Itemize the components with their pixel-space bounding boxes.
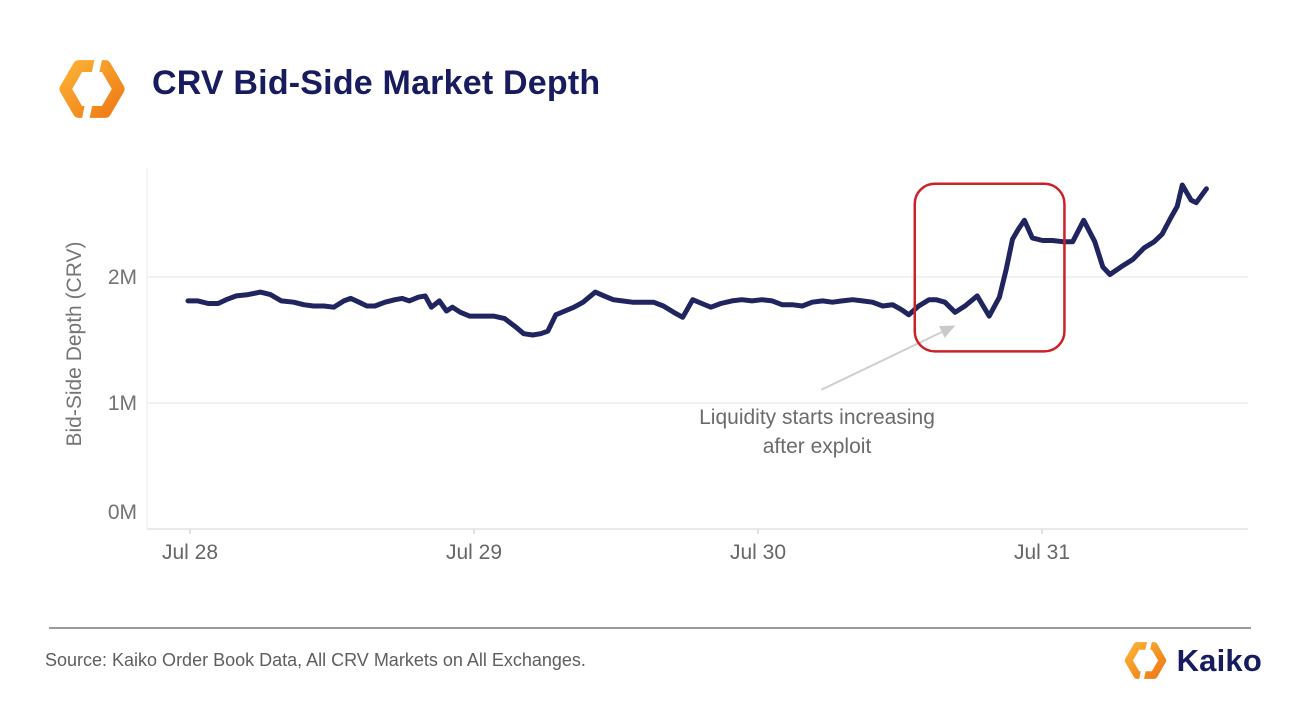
x-tick-label: Jul 28	[162, 541, 218, 564]
annotation-arrow-head	[939, 325, 956, 338]
annotation-line2: after exploit	[762, 435, 872, 458]
y-tick-label: 0M	[108, 501, 137, 524]
source-note: Source: Kaiko Order Book Data, All CRV M…	[45, 650, 586, 670]
annotation-arrow-line	[820, 331, 943, 391]
x-tick-label: Jul 29	[446, 541, 502, 564]
brand-name: Kaiko	[1176, 642, 1262, 678]
y-axis-title: Bid-Side Depth (CRV)	[63, 241, 86, 447]
x-tick-label: Jul 30	[730, 541, 786, 564]
depth-series-line	[185, 182, 1209, 338]
annotation-box	[913, 182, 1066, 353]
page-title: CRV Bid-Side Market Depth	[152, 64, 601, 102]
y-tick-label: 2M	[108, 266, 137, 289]
brand-lockup: Kaiko	[1122, 637, 1262, 684]
annotation-line1: Liquidity starts increasing	[699, 406, 935, 429]
kaiko-logo-icon	[1124, 637, 1166, 684]
y-tick-label: 1M	[108, 392, 137, 415]
x-tick-label: Jul 31	[1014, 541, 1070, 564]
annotation-label: Liquidity starts increasing after exploi…	[667, 403, 967, 461]
footer-divider	[49, 627, 1251, 629]
kaiko-logo-icon	[59, 52, 125, 126]
